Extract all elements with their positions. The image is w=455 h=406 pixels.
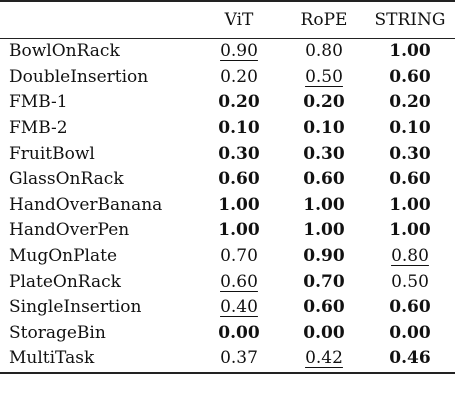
task-name: HandOverBanana [9, 194, 163, 215]
rope-value: 1.00 [303, 220, 345, 241]
table-row: DoubleInsertion 0.20 0.50 0.60 [0, 65, 455, 91]
rope-value: 0.50 [305, 66, 343, 87]
task-name: DoubleInsertion [9, 66, 149, 87]
header-rope: RoPE [283, 0, 365, 39]
string-value: 0.60 [389, 297, 431, 318]
table-row: MugOnPlate 0.70 0.90 0.80 [0, 244, 455, 270]
string-value: 0.20 [389, 92, 431, 113]
vit-value: 0.20 [218, 92, 260, 113]
header-row: ViT RoPE STRING [0, 0, 455, 39]
vit-value: 0.90 [220, 41, 258, 62]
string-value: 0.46 [365, 346, 455, 374]
rope-value: 0.00 [303, 322, 345, 343]
table-row: HandOverPen 1.00 1.00 1.00 [0, 218, 455, 244]
table-row: FMB-1 0.20 0.20 0.20 [0, 90, 455, 116]
string-value: 0.00 [389, 322, 431, 343]
string-value: 1.00 [389, 220, 431, 241]
vit-value: 0.70 [220, 246, 258, 267]
task-name: PlateOnRack [9, 271, 121, 292]
table-row: SingleInsertion 0.40 0.60 0.60 [0, 295, 455, 321]
header-task [0, 0, 195, 39]
string-value: 0.60 [389, 169, 431, 190]
vit-value: 0.40 [220, 297, 258, 318]
table-body: BowlOnRack 0.90 0.80 1.00 DoubleInsertio… [0, 39, 455, 374]
vit-value: 0.00 [218, 322, 260, 343]
table-row: MultiTask 0.37 0.42 0.46 [0, 346, 455, 374]
results-table: ViT RoPE STRING BowlOnRack 0.90 0.80 1.0… [0, 0, 455, 374]
vit-value: 0.60 [220, 271, 258, 292]
rope-value: 0.10 [303, 118, 345, 139]
task-name: FMB-1 [9, 92, 68, 113]
table-row: PlateOnRack 0.60 0.70 0.50 [0, 269, 455, 295]
rope-value: 0.60 [303, 297, 345, 318]
string-value: 1.00 [389, 41, 431, 62]
vit-value: 0.30 [218, 143, 260, 164]
vit-value: 0.20 [220, 66, 258, 87]
task-name: BowlOnRack [9, 41, 120, 62]
task-name: HandOverPen [9, 220, 130, 241]
table-header: ViT RoPE STRING [0, 0, 455, 39]
string-value: 0.10 [389, 118, 431, 139]
vit-value: 0.60 [218, 169, 260, 190]
rope-value: 0.42 [283, 346, 365, 374]
rope-value: 0.20 [303, 92, 345, 113]
task-name: GlassOnRack [9, 169, 124, 190]
table-row: FruitBowl 0.30 0.30 0.30 [0, 141, 455, 167]
string-value: 1.00 [389, 194, 431, 215]
table-row: GlassOnRack 0.60 0.60 0.60 [0, 167, 455, 193]
task-name: FruitBowl [9, 143, 95, 164]
rope-value: 0.60 [303, 169, 345, 190]
string-value: 0.80 [391, 246, 429, 267]
string-value: 0.60 [389, 66, 431, 87]
header-string: STRING [365, 0, 455, 39]
task-name: MultiTask [0, 346, 195, 374]
string-value: 0.30 [389, 143, 431, 164]
table-row: HandOverBanana 1.00 1.00 1.00 [0, 193, 455, 219]
vit-value: 0.10 [218, 118, 260, 139]
task-name: StorageBin [9, 322, 106, 343]
table-row: StorageBin 0.00 0.00 0.00 [0, 321, 455, 347]
rope-value: 1.00 [303, 194, 345, 215]
rope-value: 0.70 [303, 271, 345, 292]
vit-value: 1.00 [218, 194, 260, 215]
table-row: BowlOnRack 0.90 0.80 1.00 [0, 39, 455, 65]
task-name: FMB-2 [9, 118, 68, 139]
header-vit: ViT [195, 0, 283, 39]
table-row: FMB-2 0.10 0.10 0.10 [0, 116, 455, 142]
vit-value: 0.37 [195, 346, 283, 374]
rope-value: 0.90 [303, 246, 345, 267]
rope-value: 0.80 [305, 41, 343, 62]
task-name: SingleInsertion [9, 297, 142, 318]
rope-value: 0.30 [303, 143, 345, 164]
vit-value: 1.00 [218, 220, 260, 241]
string-value: 0.50 [391, 271, 429, 292]
task-name: MugOnPlate [9, 246, 118, 267]
